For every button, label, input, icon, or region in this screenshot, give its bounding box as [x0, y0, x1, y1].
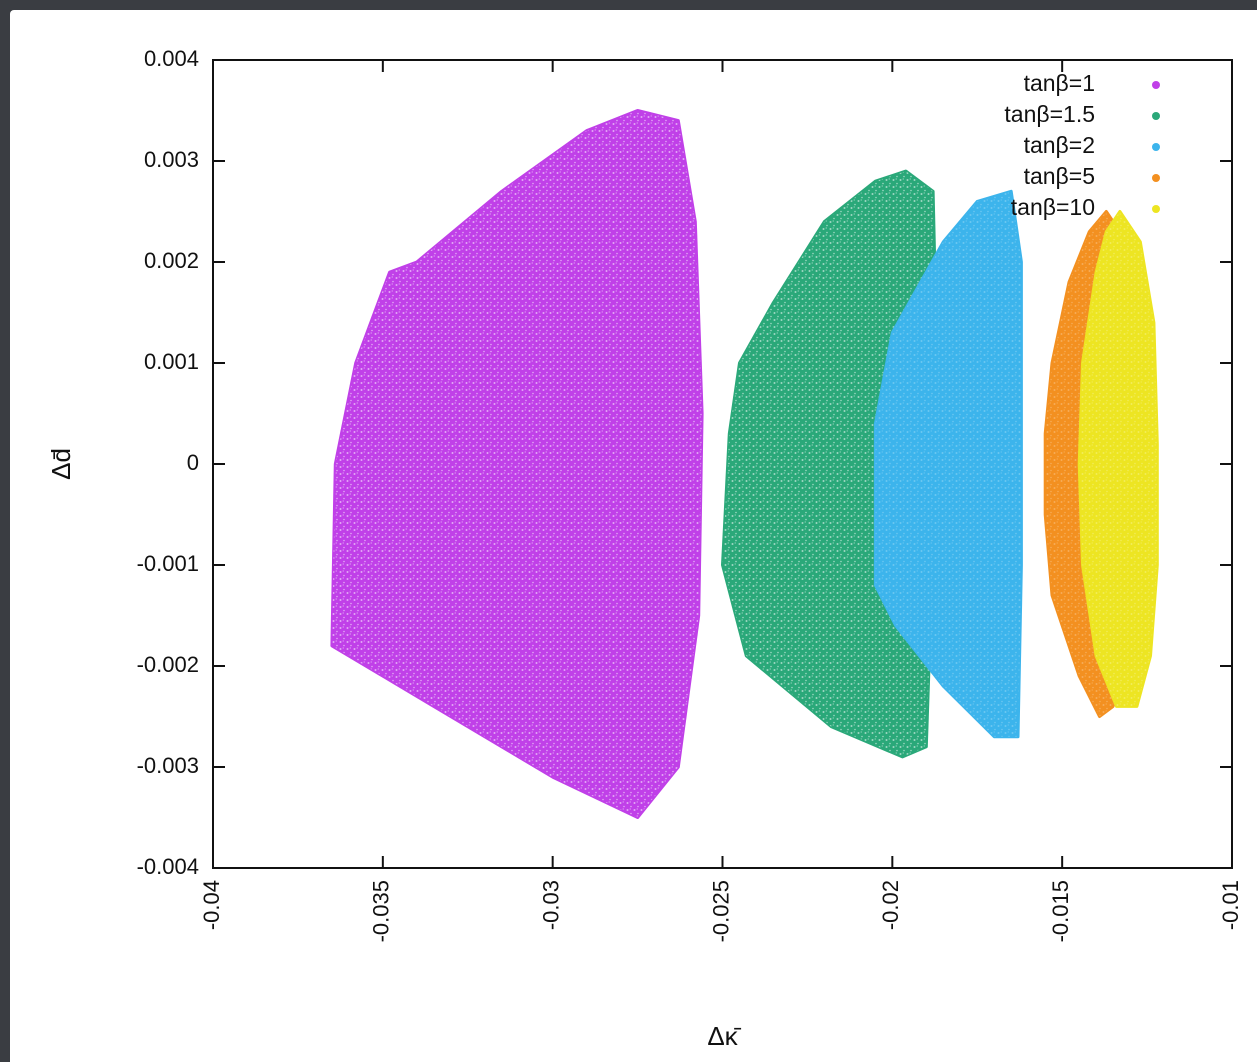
- legend-label: tanβ=5: [1024, 163, 1095, 189]
- series-texture-2: [722, 171, 937, 757]
- legend-label: tanβ=1: [1024, 70, 1095, 96]
- y-tick-label: -0.003: [137, 753, 199, 778]
- y-tick-label: -0.004: [137, 854, 199, 879]
- figure-frame: -0.04 -0.035 -0.03 -0.025 -0.02 -0.015 -0.01 0.…: [10, 10, 1257, 1062]
- x-tick-label: -0.02: [878, 880, 903, 930]
- x-tick-label: -0.035: [369, 880, 394, 942]
- series-layer: [330, 109, 1159, 819]
- axes-layer: -0.04 -0.035 -0.03 -0.025 -0.02 -0.015 -0.01 0.…: [46, 46, 1243, 1051]
- y-tick-label: -0.002: [137, 652, 199, 677]
- legend-label: tanβ=10: [1011, 194, 1095, 220]
- legend-label: tanβ=1.5: [1004, 101, 1095, 127]
- legend-label: tanβ=2: [1024, 132, 1095, 158]
- y-tick-label: 0.004: [144, 46, 199, 71]
- legend-marker: [1152, 174, 1160, 182]
- y-tick-label: -0.001: [137, 551, 199, 576]
- x-tick-label: -0.025: [708, 880, 733, 942]
- x-tick-label: -0.01: [1218, 880, 1243, 930]
- y-tick-label: 0: [187, 450, 199, 475]
- series-texture-3: [875, 191, 1022, 737]
- legend-marker: [1152, 81, 1160, 89]
- legend-marker: [1152, 205, 1160, 213]
- ticks: -0.04 -0.035 -0.03 -0.025 -0.02 -0.015 -0.01 0.…: [137, 46, 1243, 943]
- x-tick-label: -0.04: [199, 880, 224, 930]
- series-texture-1: [331, 110, 703, 818]
- x-tick-label: -0.03: [538, 880, 563, 930]
- legend-marker: [1152, 143, 1160, 151]
- y-tick-label: 0.001: [144, 349, 199, 374]
- x-axis-label: Δκ̄: [707, 1021, 741, 1051]
- legend-marker: [1152, 112, 1160, 120]
- y-tick-label: 0.002: [144, 248, 199, 273]
- legend: tanβ=1 tanβ=1.5 tanβ=2 tanβ=5 tanβ=10: [1004, 70, 1160, 220]
- x-tick-label: -0.015: [1048, 880, 1073, 942]
- y-axis-label: Δd̄: [46, 448, 76, 480]
- series-texture-5: [1079, 211, 1158, 707]
- scatter-plot: -0.04 -0.035 -0.03 -0.025 -0.02 -0.015 -0.01 0.…: [46, 46, 1243, 1051]
- y-tick-label: 0.003: [144, 147, 199, 172]
